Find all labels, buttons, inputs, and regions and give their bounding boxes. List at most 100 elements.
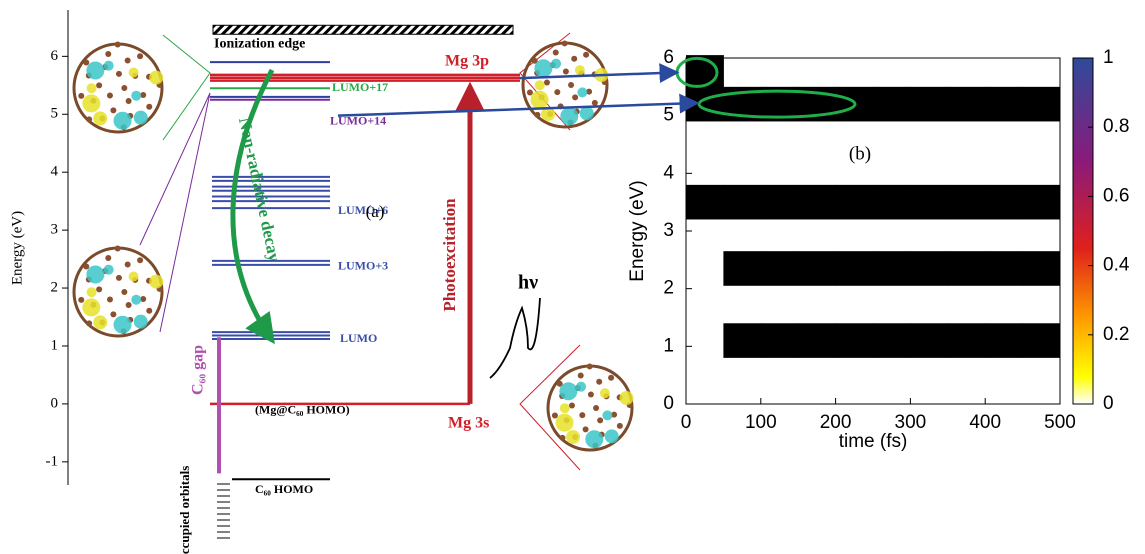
orbital-lobe <box>575 65 585 75</box>
heat-cell <box>985 185 1023 220</box>
colorbar-tick-label: 0.8 <box>1103 116 1129 137</box>
orbital-lobe <box>131 91 141 101</box>
heat-cell <box>798 323 836 358</box>
y-tick-label: 4 <box>663 162 674 183</box>
atom <box>137 257 143 263</box>
atom <box>125 262 131 268</box>
x-tick-label: 300 <box>895 412 927 433</box>
y-tick-label: 2 <box>51 279 59 295</box>
atom <box>579 412 585 418</box>
orbital-lobe <box>149 71 163 85</box>
level-label: Mg 3p <box>445 53 489 70</box>
heat-cell <box>836 323 874 358</box>
orbital-lobe <box>82 94 100 112</box>
orbital-lobe <box>114 112 132 130</box>
orbital-lobe <box>149 275 163 289</box>
x-tick-label: 400 <box>969 412 1001 433</box>
zoom-lines <box>163 35 210 140</box>
atom <box>562 40 568 46</box>
colorbar-tick-label: 1 <box>1103 47 1114 68</box>
atom <box>115 245 121 251</box>
y-tick-label: 3 <box>51 222 59 238</box>
atom <box>116 71 122 77</box>
atom <box>568 82 574 88</box>
x-tick-label: 0 <box>681 412 692 433</box>
atom <box>110 107 116 113</box>
heat-cell <box>686 185 724 220</box>
figure: -10123456Energy (eV)Ionization edgeMg 3p… <box>0 0 1145 554</box>
atom <box>137 53 143 59</box>
heat-cell <box>948 251 986 286</box>
orbital-lobe <box>585 430 603 448</box>
panel-label: (a) <box>366 202 385 221</box>
orbital-lobe <box>129 67 139 77</box>
orbital-lobe <box>93 111 107 125</box>
homo-note: (Mg@C₆₀ HOMO) <box>255 403 350 417</box>
atom <box>105 255 111 261</box>
orbital-lobe <box>619 391 633 405</box>
atom <box>105 51 111 57</box>
heat-cell <box>948 185 986 220</box>
orbital-lobe <box>129 271 139 281</box>
orbital-lobe <box>82 298 100 316</box>
x-tick-label: 500 <box>1044 412 1076 433</box>
atom <box>86 320 92 326</box>
heat-cell <box>761 323 799 358</box>
heat-cell <box>836 251 874 286</box>
atom <box>569 403 575 409</box>
orbital-lobe <box>551 59 561 69</box>
orbital-lobe <box>104 265 114 275</box>
atom <box>597 417 603 423</box>
atom <box>583 52 589 58</box>
ionization-label: Ionization edge <box>214 36 305 51</box>
orbital-lobe <box>535 80 545 90</box>
orbital-lobe <box>93 315 107 329</box>
heat-cell <box>948 323 986 358</box>
atom <box>86 116 92 122</box>
atom <box>121 85 127 91</box>
colorbar-tick-label: 0.6 <box>1103 185 1129 206</box>
y-tick-label: 0 <box>663 393 674 414</box>
atom <box>126 302 132 308</box>
heat-cell <box>985 87 1023 122</box>
atom <box>107 93 113 99</box>
heat-cell <box>985 251 1023 286</box>
x-tick-label: 100 <box>745 412 777 433</box>
heat-cell <box>798 185 836 220</box>
y-axis-label: Energy (eV) <box>9 211 25 285</box>
ionization-edge <box>213 25 513 34</box>
atom <box>78 297 84 303</box>
heat-cell <box>1023 251 1061 286</box>
orbital-lobe <box>87 287 97 297</box>
photon-wave <box>490 298 540 378</box>
orbital-lobe <box>134 111 148 125</box>
orbital-lobe <box>580 106 594 120</box>
heat-cell <box>910 251 948 286</box>
atom <box>554 89 560 95</box>
atom <box>83 60 89 66</box>
atom <box>552 413 558 419</box>
heat-cell <box>723 185 761 220</box>
orbital-lobe <box>86 62 104 80</box>
orbital-lobe <box>560 403 570 413</box>
atom <box>121 289 127 295</box>
fullerene <box>74 245 163 336</box>
orbital-lobe <box>602 410 612 420</box>
atom <box>107 297 113 303</box>
atom <box>110 311 116 317</box>
heat-cell <box>910 323 948 358</box>
y-tick-label: 4 <box>51 164 59 180</box>
atom <box>608 375 614 381</box>
level-label: Mg 3s <box>448 415 489 432</box>
heat-cell <box>836 185 874 220</box>
fullerene <box>523 40 608 127</box>
heat-cell <box>798 251 836 286</box>
atom <box>115 41 121 47</box>
photon-label: hν <box>518 272 538 294</box>
heat-cell <box>1023 185 1061 220</box>
heat-cell <box>761 251 799 286</box>
atom <box>126 98 132 104</box>
excitation-label: Photoexcitation <box>440 198 459 312</box>
y-tick-label: -1 <box>46 453 59 469</box>
orbital-lobe <box>605 429 619 443</box>
